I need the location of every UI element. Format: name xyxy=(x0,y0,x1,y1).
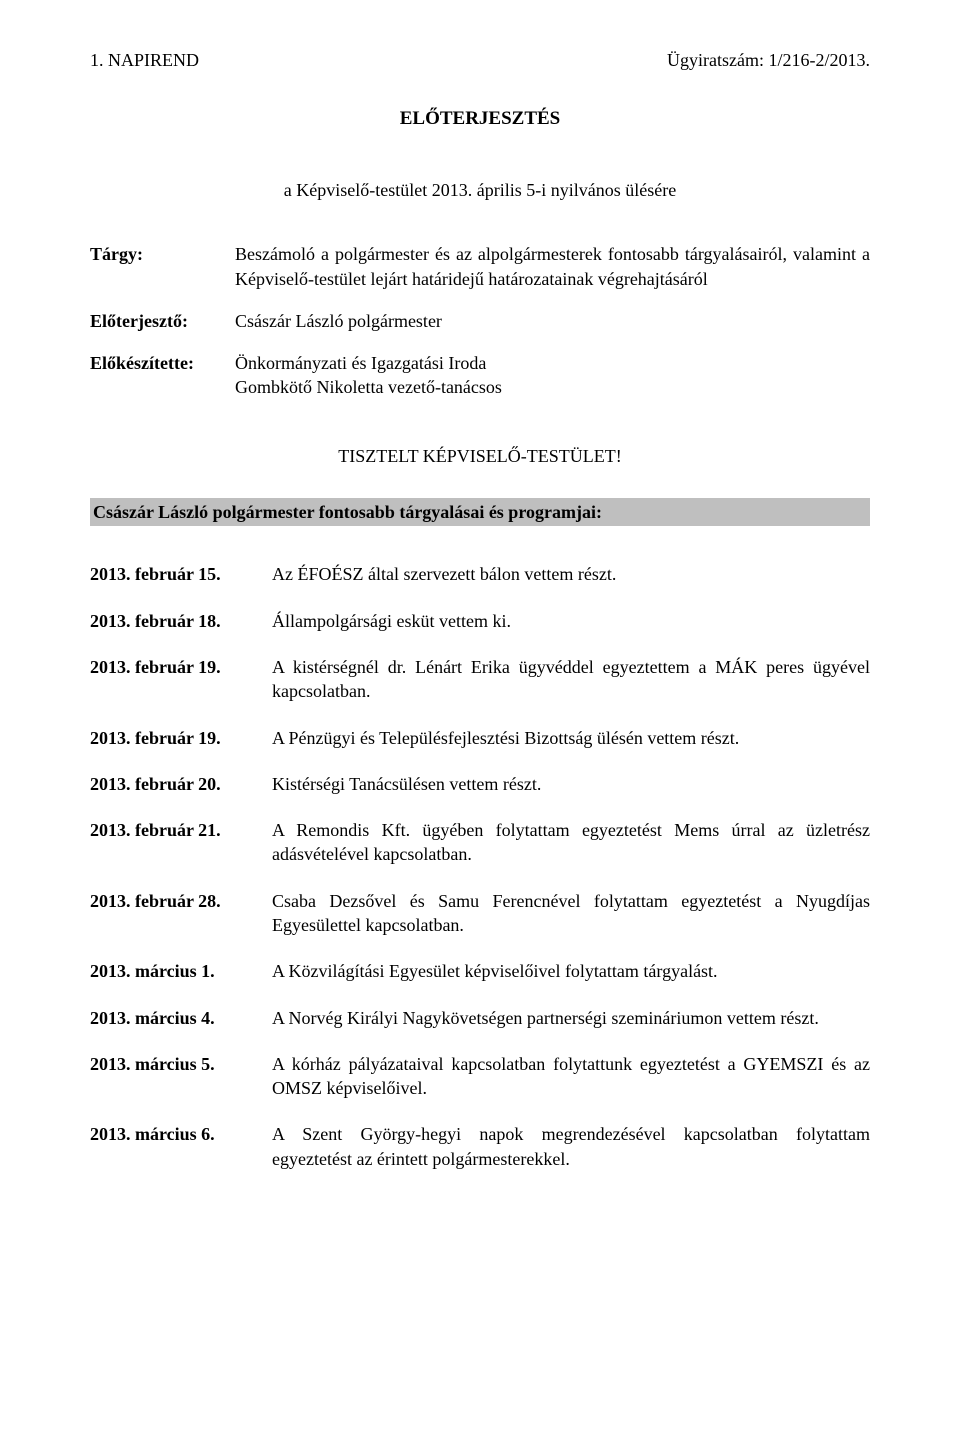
entry-text: A kistérségnél dr. Lénárt Erika ügyvédde… xyxy=(272,655,870,704)
header-row: 1. NAPIREND Ügyiratszám: 1/216-2/2013. xyxy=(90,48,870,72)
meta-preparedby: Előkészítette: Önkormányzati és Igazgatá… xyxy=(90,351,870,400)
entry-row: 2013. február 19. A Pénzügyi és Települé… xyxy=(90,726,870,750)
entry-date: 2013. február 18. xyxy=(90,609,272,633)
meta-submitter: Előterjesztő: Császár László polgármeste… xyxy=(90,309,870,333)
session-line: a Képviselő-testület 2013. április 5-i n… xyxy=(90,178,870,202)
preparedby-value: Önkormányzati és Igazgatási Iroda Gombkö… xyxy=(235,351,870,400)
entry-row: 2013. február 28. Csaba Dezsővel és Samu… xyxy=(90,889,870,938)
entry-text: A Norvég Királyi Nagykövetségen partners… xyxy=(272,1006,870,1030)
entry-row: 2013. február 18. Állampolgársági esküt … xyxy=(90,609,870,633)
entry-text: Állampolgársági esküt vettem ki. xyxy=(272,609,870,633)
entry-date: 2013. március 4. xyxy=(90,1006,272,1030)
subject-value: Beszámoló a polgármester és az alpolgárm… xyxy=(235,242,870,291)
entry-text: A Szent György-hegyi napok megrendezésév… xyxy=(272,1122,870,1171)
entry-date: 2013. február 19. xyxy=(90,726,272,750)
entry-row: 2013. március 1. A Közvilágítási Egyesül… xyxy=(90,959,870,983)
entry-date: 2013. február 15. xyxy=(90,562,272,586)
entry-row: 2013. február 19. A kistérségnél dr. Lén… xyxy=(90,655,870,704)
agenda-number: 1. NAPIREND xyxy=(90,48,199,72)
entry-text: Kistérségi Tanácsülésen vettem részt. xyxy=(272,772,870,796)
entry-row: 2013. március 6. A Szent György-hegyi na… xyxy=(90,1122,870,1171)
salutation: TISZTELT KÉPVISELŐ-TESTÜLET! xyxy=(90,444,870,468)
entry-text: A Pénzügyi és Településfejlesztési Bizot… xyxy=(272,726,870,750)
entry-row: 2013. március 4. A Norvég Királyi Nagykö… xyxy=(90,1006,870,1030)
entry-text: Csaba Dezsővel és Samu Ferencnével folyt… xyxy=(272,889,870,938)
entry-date: 2013. február 20. xyxy=(90,772,272,796)
entry-date: 2013. február 19. xyxy=(90,655,272,704)
entry-row: 2013. február 21. A Remondis Kft. ügyébe… xyxy=(90,818,870,867)
document-title: ELŐTERJESZTÉS xyxy=(90,106,870,132)
entry-text: A kórház pályázataival kapcsolatban foly… xyxy=(272,1052,870,1101)
subject-label: Tárgy: xyxy=(90,242,235,291)
entry-date: 2013. március 1. xyxy=(90,959,272,983)
entry-date: 2013. március 6. xyxy=(90,1122,272,1171)
section-heading: Császár László polgármester fontosabb tá… xyxy=(90,498,870,526)
submitter-label: Előterjesztő: xyxy=(90,309,235,333)
case-number: Ügyiratszám: 1/216-2/2013. xyxy=(667,48,870,72)
preparedby-label: Előkészítette: xyxy=(90,351,235,400)
entry-row: 2013. március 5. A kórház pályázataival … xyxy=(90,1052,870,1101)
entry-text: A Remondis Kft. ügyében folytattam egyez… xyxy=(272,818,870,867)
entry-text: Az ÉFOÉSZ által szervezett bálon vettem … xyxy=(272,562,870,586)
submitter-value: Császár László polgármester xyxy=(235,309,870,333)
entry-text: A Közvilágítási Egyesület képviselőivel … xyxy=(272,959,870,983)
entry-row: 2013. február 15. Az ÉFOÉSZ által szerve… xyxy=(90,562,870,586)
entry-row: 2013. február 20. Kistérségi Tanácsülése… xyxy=(90,772,870,796)
entry-date: 2013. február 21. xyxy=(90,818,272,867)
entry-date: 2013. február 28. xyxy=(90,889,272,938)
meta-subject: Tárgy: Beszámoló a polgármester és az al… xyxy=(90,242,870,291)
entries-list: 2013. február 15. Az ÉFOÉSZ által szerve… xyxy=(90,562,870,1171)
entry-date: 2013. március 5. xyxy=(90,1052,272,1101)
